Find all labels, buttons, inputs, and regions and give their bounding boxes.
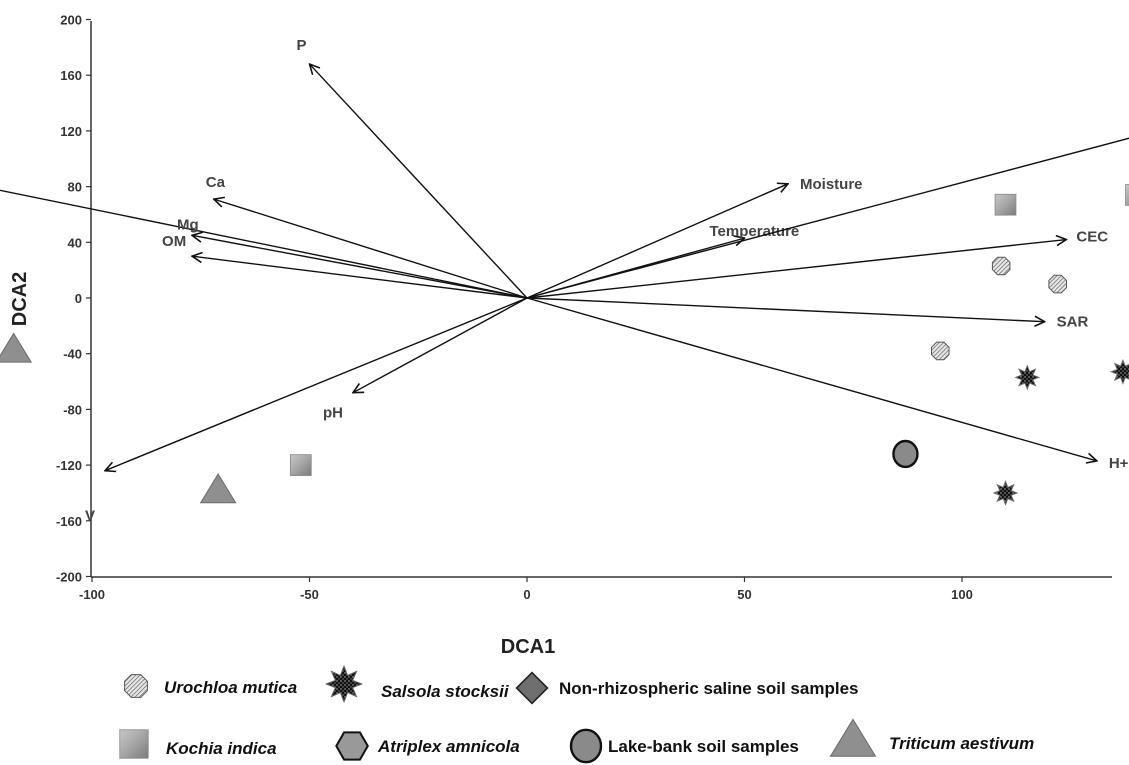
vector-label: Temperature	[710, 223, 800, 240]
square-point	[1125, 184, 1129, 206]
vector-label: P	[296, 37, 306, 54]
legend-marker	[124, 674, 148, 698]
y-tick-label: -160	[56, 514, 82, 529]
environmental-vectors: PKCaMgOMMoistureTemperatureCECEC1:1SARpH…	[0, 37, 1129, 525]
vector-arrow	[0, 189, 528, 299]
y-tick-label: 80	[68, 180, 82, 195]
square-point	[289, 454, 312, 476]
legend-label: Kochia indica	[166, 739, 277, 758]
legend-label: Urochloa mutica	[164, 678, 297, 697]
y-tick-label: -40	[63, 347, 82, 362]
legend-marker	[335, 731, 369, 761]
vector-label: H+Al	[1109, 455, 1129, 472]
y-tick-label: -80	[63, 402, 82, 417]
y-tick-label: 40	[68, 235, 82, 250]
star-point	[1110, 358, 1129, 385]
vector-arrow	[526, 240, 1066, 299]
vector-arrow	[192, 235, 528, 299]
vector-label: V	[85, 508, 95, 525]
octagon-hatched-point	[1048, 274, 1067, 294]
vector-label: SAR	[1057, 314, 1089, 331]
vector-arrow	[526, 137, 1129, 299]
legend-marker	[515, 671, 549, 705]
y-axis-title: DCA2	[9, 272, 31, 326]
legend-label: Atriplex amnicola	[377, 737, 520, 756]
star-point	[1014, 364, 1041, 391]
legend-marker	[119, 729, 149, 759]
vector-arrow	[214, 199, 528, 299]
square-point	[994, 193, 1017, 216]
legend-label: Non-rhizospheric saline soil samples	[559, 679, 858, 698]
vector-arrow	[526, 297, 1045, 322]
vector-label: OM	[162, 233, 186, 250]
circle-point	[892, 439, 919, 469]
triangle-point	[0, 332, 33, 363]
x-tick-label: -100	[79, 587, 105, 602]
legend-label: Triticum aestivum	[889, 734, 1034, 753]
triangle-point	[199, 473, 237, 504]
y-tick-label: 200	[60, 13, 82, 28]
vector-arrow	[310, 64, 528, 299]
octagon-hatched-point	[931, 341, 950, 361]
y-tick-label: 0	[75, 291, 82, 306]
x-axis-ticks: -200-150-100-50050100150200250	[79, 577, 973, 602]
x-tick-label: 100	[951, 587, 973, 602]
vector-arrow	[526, 297, 1097, 461]
legend: Urochloa mutica Salsola stocksii Non-rhizo…	[119, 664, 1034, 764]
vector-arrow	[192, 256, 528, 299]
y-tick-label: -120	[56, 458, 82, 473]
y-tick-label: 120	[60, 124, 82, 139]
legend-marker	[569, 728, 603, 764]
y-tick-label: 160	[60, 68, 82, 83]
octagon-hatched-point	[991, 256, 1011, 276]
y-tick-label: -200	[56, 570, 82, 585]
vector-label: Mg	[177, 216, 199, 233]
vector-label: Ca	[206, 174, 226, 191]
x-axis-title: DCA1	[501, 636, 555, 658]
vector-arrow	[105, 297, 528, 471]
legend-label: Salsola stocksii	[381, 682, 510, 701]
sample-points	[0, 184, 1129, 506]
vector-arrow	[353, 297, 528, 393]
vector-label: CEC	[1076, 229, 1108, 246]
vector-label: pH	[323, 405, 343, 422]
legend-label: Lake-bank soil samples	[608, 737, 799, 756]
x-tick-label: -50	[300, 587, 319, 602]
legend-marker	[324, 664, 364, 704]
legend-marker	[829, 718, 877, 757]
vector-label: Moisture	[800, 176, 863, 193]
x-tick-label: 0	[523, 587, 530, 602]
vector-arrow	[526, 184, 788, 299]
star-point	[992, 480, 1019, 506]
y-axis-ticks: 200 160 120 80 40 0 -40 -80 -120 -160 -200	[56, 13, 91, 585]
x-tick-label: 50	[737, 587, 751, 602]
